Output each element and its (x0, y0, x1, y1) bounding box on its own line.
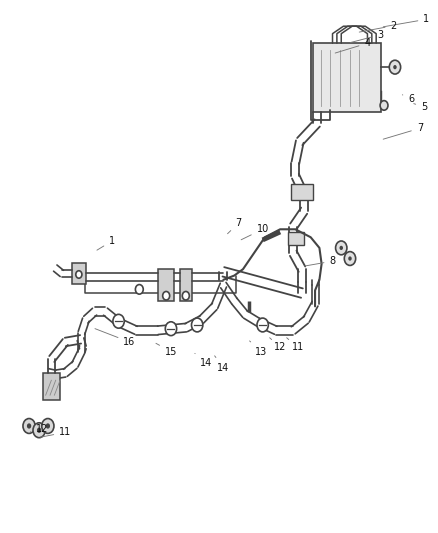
Circle shape (76, 271, 82, 278)
Text: 11: 11 (287, 338, 304, 352)
Circle shape (191, 318, 203, 332)
Circle shape (257, 318, 268, 332)
Circle shape (27, 423, 31, 429)
Circle shape (380, 101, 388, 110)
Text: 7: 7 (383, 123, 423, 139)
Text: 3: 3 (350, 30, 384, 43)
Circle shape (37, 427, 41, 433)
Circle shape (339, 246, 343, 250)
Circle shape (135, 285, 143, 294)
Circle shape (162, 292, 170, 300)
Circle shape (42, 418, 54, 433)
Bar (288, 232, 304, 245)
Text: 13: 13 (250, 341, 268, 357)
Text: 6: 6 (403, 94, 414, 104)
Text: 14: 14 (215, 356, 230, 373)
Circle shape (23, 418, 35, 433)
Text: 12: 12 (270, 338, 286, 352)
Text: 7: 7 (227, 218, 242, 234)
Bar (180, 269, 192, 301)
Circle shape (393, 65, 397, 69)
Text: 8: 8 (305, 256, 336, 266)
Text: 4: 4 (335, 38, 371, 53)
Circle shape (336, 241, 347, 255)
Circle shape (389, 60, 401, 74)
Text: 5: 5 (414, 102, 427, 112)
Circle shape (46, 423, 50, 429)
Text: 1: 1 (97, 236, 115, 250)
Circle shape (165, 322, 177, 336)
Circle shape (348, 256, 352, 261)
Text: 12: 12 (31, 424, 48, 434)
Circle shape (344, 252, 356, 265)
Bar (158, 269, 174, 301)
Circle shape (33, 423, 45, 438)
Circle shape (182, 292, 189, 300)
Text: 16: 16 (95, 329, 136, 347)
Bar (291, 184, 313, 200)
Bar (313, 43, 381, 112)
Bar (72, 263, 86, 284)
Text: 2: 2 (359, 21, 397, 32)
Circle shape (113, 314, 124, 328)
Text: 10: 10 (241, 224, 269, 240)
Text: 14: 14 (195, 353, 212, 368)
Text: 1: 1 (383, 14, 429, 27)
Bar (43, 373, 60, 400)
Text: 15: 15 (156, 343, 177, 357)
Text: 11: 11 (41, 427, 71, 438)
